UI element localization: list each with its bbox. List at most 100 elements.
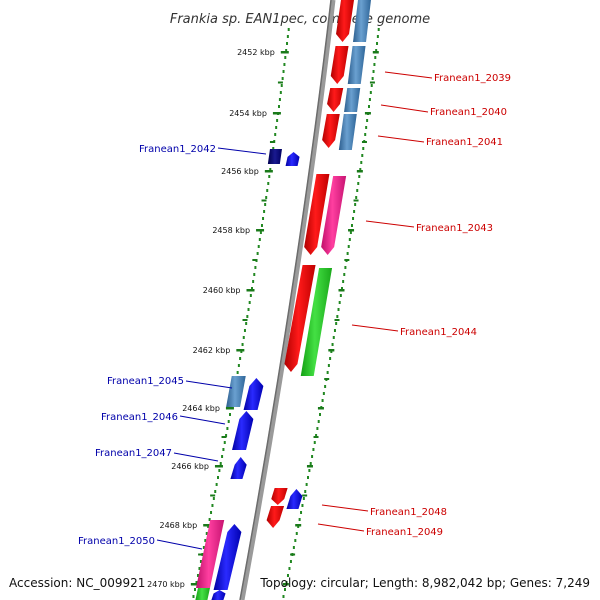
gene-2048-blue [286,489,303,509]
gene-2050-blue [213,524,242,590]
tick-label: 2460 kbp [203,286,241,295]
track-dot [193,588,196,591]
track-dot [311,455,314,458]
track-dot [218,469,221,472]
track-dot [316,427,319,430]
minor-tick [344,259,350,261]
gene-forward-red [336,0,354,42]
track-dot [202,546,205,549]
track-dot [219,462,222,465]
track-dot [248,301,251,304]
track-dot [338,301,341,304]
track-dot [212,497,215,500]
right-tick [348,229,355,232]
track-dot [370,84,373,87]
track-dot [302,497,305,500]
track-dot [278,98,281,101]
track-dot [298,518,301,521]
minor-tick [210,494,216,497]
track-dot [344,266,347,269]
track-dot [253,273,256,276]
track-dot [268,175,271,178]
track-dot [222,448,225,451]
track-dot [258,238,261,241]
track-dot [285,49,288,52]
track-dot [365,126,368,129]
gene-2044-red [284,265,316,372]
track-dot [361,154,364,157]
track-dot [283,63,286,66]
minor-tick [334,319,340,321]
track-dot [335,322,338,325]
track-dot [275,126,278,129]
gene-label: Franean1_2050 [78,536,155,547]
track-dot [283,588,286,591]
track-dot [321,399,324,402]
track-dot [237,364,240,367]
track-dot [324,385,327,388]
gene-2043-pink [321,176,347,255]
label-leader-line [377,135,425,143]
right-tick [328,349,335,352]
track-dot [376,42,379,45]
major-tick [280,51,289,54]
label-leader-line [317,523,365,532]
gene-label: Franean1_2039 [434,73,511,84]
track-dot [214,490,217,493]
label-leader-line [217,147,267,155]
track-dot [352,217,355,220]
gene-label: Franean1_2041 [426,137,503,148]
track-dot [225,434,228,437]
track-dot [300,511,303,514]
track-dot [226,427,229,430]
track-dot [337,308,340,311]
track-dot [368,98,371,101]
major-tick [225,407,234,410]
track-dot [196,574,199,577]
track-dot [313,441,316,444]
track-dot [263,210,266,213]
track-dot [250,287,253,290]
minor-tick [361,141,367,143]
gene-2042-blue [285,152,300,166]
label-leader-line [365,220,415,228]
gene-2045-steel [226,376,246,407]
track-dot [265,196,268,199]
gene-features [195,0,371,600]
gene-2047-blue [230,457,247,479]
track-dot [252,280,255,283]
genome-backbone [239,0,336,600]
track-dot [286,42,289,45]
track-dot [359,168,362,171]
track-dot [329,357,332,360]
tick-label: 2468 kbp [159,521,197,530]
track-dot [357,182,360,185]
major-tick [203,524,212,527]
track-dot [360,161,363,164]
track-dot [364,133,367,136]
track-dot [211,504,214,507]
tick-label: 2466 kbp [171,462,209,471]
label-leader-line [173,452,219,462]
map-title: Frankia sp. EAN1pec, complete genome [170,12,430,27]
tick-label: 2462 kbp [193,346,231,355]
track-dot [315,434,318,437]
track-dot [375,49,378,52]
track-dot [371,77,374,80]
track-dot [285,581,288,584]
track-dot [326,371,329,374]
tick-label: 2456 kbp [221,167,259,176]
track-dot [267,182,270,185]
genome-backbone-shade [239,0,332,600]
track-dot [301,504,304,507]
track-dot [347,245,350,248]
major-tick [246,289,255,292]
gene-2046-blue [232,411,254,450]
track-dot [281,77,284,80]
track-dot [367,105,370,108]
track-dot [242,336,245,339]
track-dot [243,329,246,332]
track-dot [236,371,239,374]
minor-tick [290,553,296,556]
track-dot [246,315,249,318]
